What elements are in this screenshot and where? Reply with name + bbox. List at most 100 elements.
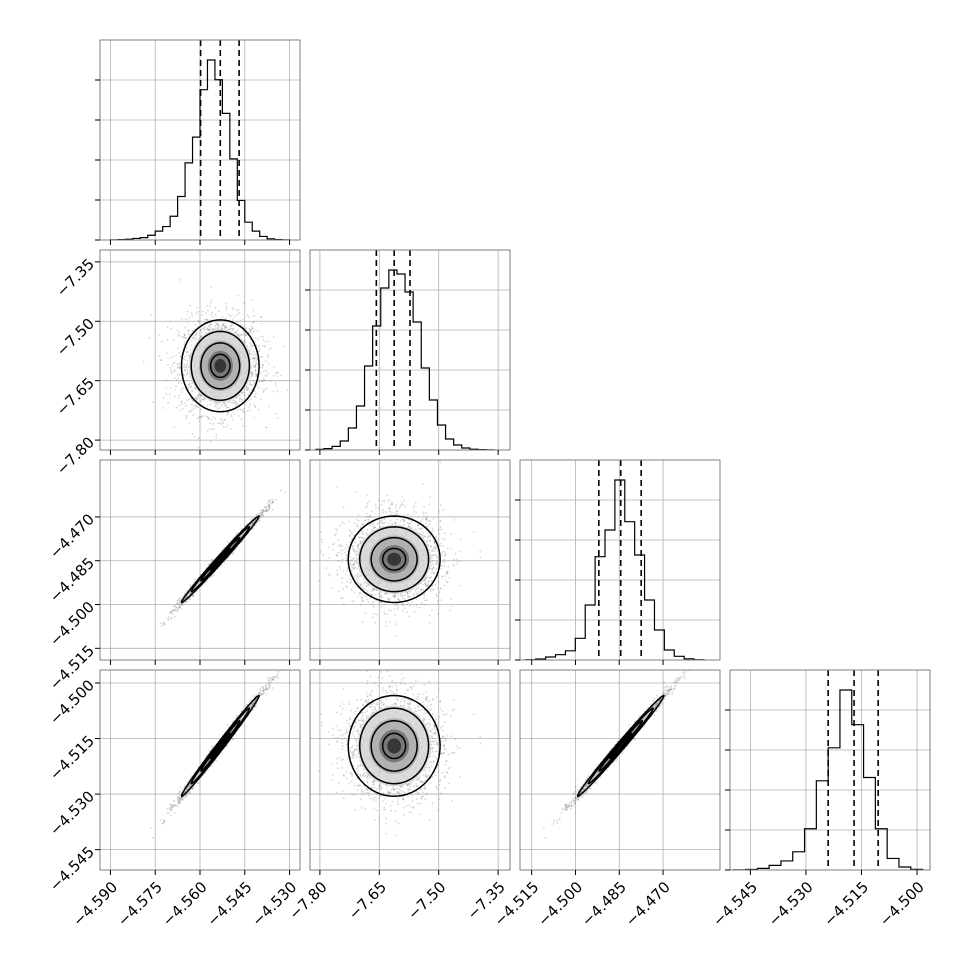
- scatter-point: [200, 329, 202, 331]
- scatter-point: [401, 501, 403, 504]
- scatter-point: [252, 309, 255, 312]
- scatter-point: [262, 336, 264, 338]
- scatter-point: [187, 593, 189, 595]
- scatter-point: [177, 377, 179, 380]
- scatter-point: [195, 398, 198, 400]
- scatter-point: [193, 337, 195, 339]
- scatter-point: [232, 550, 234, 552]
- scatter-point: [217, 422, 219, 424]
- scatter-point: [197, 320, 199, 322]
- scatter-point: [261, 364, 263, 366]
- scatter-point: [209, 319, 212, 321]
- scatter-point: [218, 310, 220, 312]
- scatter-point: [268, 508, 270, 510]
- scatter-point: [168, 616, 170, 618]
- scatter-point: [190, 312, 193, 314]
- scatter-point: [250, 376, 252, 379]
- scatter-point: [190, 385, 192, 387]
- scatter-point: [426, 585, 428, 587]
- scatter-point: [353, 563, 355, 565]
- scatter-point: [359, 575, 361, 577]
- scatter-point: [204, 415, 206, 417]
- scatter-point: [179, 367, 181, 369]
- scatter-point: [186, 399, 188, 401]
- scatter-point: [187, 330, 189, 332]
- scatter-point: [220, 404, 222, 406]
- scatter-point: [354, 566, 356, 568]
- scatter-point: [247, 532, 249, 534]
- scatter-point: [236, 321, 239, 323]
- scatter-point: [260, 316, 263, 318]
- scatter-point: [181, 403, 183, 405]
- scatter-point: [183, 602, 185, 605]
- scatter-point: [232, 410, 234, 412]
- scatter-point: [255, 375, 257, 377]
- scatter-point: [425, 516, 427, 519]
- scatter-point: [165, 393, 167, 395]
- scatter-point: [195, 331, 197, 334]
- scatter-point: [254, 520, 256, 523]
- scatter-point: [211, 559, 213, 561]
- scatter-point: [210, 302, 212, 304]
- scatter-point: [181, 382, 183, 385]
- scatter-point: [204, 398, 206, 400]
- scatter-point: [412, 588, 414, 590]
- scatter-point: [180, 603, 183, 605]
- scatter-point: [246, 385, 248, 388]
- scatter-point: [389, 510, 391, 513]
- scatter-point: [206, 318, 208, 321]
- scatter-point: [204, 326, 206, 329]
- panel-2-1: [309, 459, 511, 665]
- scatter-point: [189, 584, 191, 586]
- scatter-point: [349, 541, 351, 543]
- scatter-point: [178, 606, 181, 608]
- scatter-point: [355, 555, 357, 557]
- scatter-point: [228, 314, 230, 316]
- scatter-point: [185, 596, 187, 598]
- scatter-point: [423, 594, 425, 597]
- scatter-point: [217, 402, 220, 404]
- scatter-point: [232, 552, 234, 554]
- scatter-point: [208, 417, 210, 419]
- scatter-point: [256, 382, 258, 384]
- scatter-point: [251, 345, 253, 347]
- scatter-point: [356, 562, 358, 564]
- scatter-point: [221, 549, 224, 551]
- scatter-point: [257, 521, 260, 523]
- scatter-point: [479, 550, 481, 553]
- scatter-point: [263, 390, 265, 392]
- scatter-point: [268, 362, 270, 365]
- scatter-point: [211, 575, 213, 577]
- scatter-point: [235, 534, 237, 537]
- scatter-point: [170, 387, 172, 389]
- scatter-point: [187, 386, 189, 388]
- contour-line: [200, 536, 241, 582]
- scatter-point: [184, 597, 187, 600]
- scatter-point: [230, 325, 232, 327]
- scatter-point: [259, 512, 261, 515]
- scatter-point: [249, 346, 252, 348]
- scatter-point: [176, 406, 178, 409]
- scatter-point: [247, 386, 249, 389]
- scatter-point: [259, 372, 262, 375]
- scatter-point: [260, 514, 262, 516]
- scatter-point: [430, 545, 432, 547]
- scatter-point: [222, 323, 224, 325]
- scatter-point: [226, 306, 228, 308]
- scatter-point: [255, 518, 257, 521]
- scatter-point: [192, 400, 194, 402]
- scatter-point: [184, 597, 186, 600]
- scatter-point: [181, 598, 183, 601]
- scatter-point: [218, 325, 220, 327]
- scatter-point: [176, 600, 179, 602]
- scatter-point: [195, 405, 198, 408]
- scatter-point: [335, 555, 338, 557]
- scatter-point: [396, 513, 398, 515]
- scatter-point: [265, 510, 267, 512]
- scatter-point: [152, 401, 154, 403]
- scatter-point: [229, 553, 231, 556]
- scatter-point: [269, 507, 271, 509]
- scatter-point: [242, 425, 244, 427]
- scatter-point: [430, 564, 432, 567]
- scatter-point: [233, 315, 236, 317]
